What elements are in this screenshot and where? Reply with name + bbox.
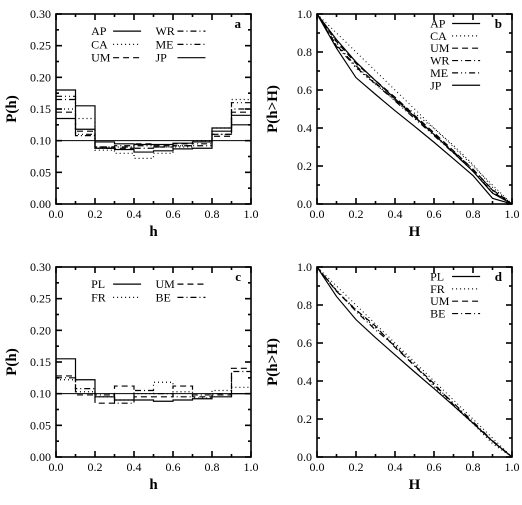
svg-text:0.15: 0.15 [30, 355, 51, 369]
svg-text:0.6: 0.6 [427, 207, 442, 221]
svg-text:0.4: 0.4 [297, 374, 312, 388]
svg-text:ME: ME [155, 37, 173, 51]
panel-b: 0.00.20.40.60.81.00.00.20.40.60.81.0HP(h… [261, 0, 522, 253]
svg-text:0.6: 0.6 [297, 83, 312, 97]
svg-text:0.00: 0.00 [30, 450, 51, 464]
svg-text:0.6: 0.6 [427, 460, 442, 474]
panel-d: 0.00.20.40.60.81.00.00.20.40.60.81.0HP(h… [261, 253, 522, 505]
svg-text:JP: JP [155, 51, 167, 65]
svg-text:0.8: 0.8 [466, 460, 481, 474]
panel-c: 0.00.20.40.60.81.00.000.050.100.150.200.… [0, 253, 261, 505]
svg-text:1.0: 1.0 [244, 207, 259, 221]
svg-text:0.4: 0.4 [388, 207, 403, 221]
svg-text:0.0: 0.0 [297, 450, 312, 464]
svg-text:H: H [409, 224, 421, 240]
svg-text:0.2: 0.2 [349, 207, 364, 221]
svg-text:FR: FR [91, 290, 106, 304]
svg-text:0.25: 0.25 [30, 291, 51, 305]
svg-text:0.6: 0.6 [166, 207, 181, 221]
svg-text:0.2: 0.2 [88, 207, 103, 221]
svg-text:0.15: 0.15 [30, 102, 51, 116]
svg-text:0.8: 0.8 [205, 207, 220, 221]
svg-text:0.00: 0.00 [30, 197, 51, 211]
svg-text:0.8: 0.8 [297, 45, 312, 59]
svg-text:0.05: 0.05 [30, 165, 51, 179]
svg-text:1.0: 1.0 [244, 460, 259, 474]
svg-text:1.0: 1.0 [505, 207, 520, 221]
svg-text:P(h): P(h) [4, 348, 20, 376]
svg-text:0.2: 0.2 [88, 460, 103, 474]
svg-text:1.0: 1.0 [297, 7, 312, 21]
svg-text:0.4: 0.4 [388, 460, 403, 474]
svg-text:0.2: 0.2 [349, 460, 364, 474]
svg-text:0.25: 0.25 [30, 39, 51, 53]
svg-text:P(h>H): P(h>H) [265, 85, 281, 133]
svg-text:0.8: 0.8 [297, 298, 312, 312]
svg-text:0.20: 0.20 [30, 323, 51, 337]
svg-text:UM: UM [155, 277, 175, 291]
svg-text:0.8: 0.8 [466, 207, 481, 221]
svg-text:0.4: 0.4 [127, 460, 142, 474]
svg-text:0.2: 0.2 [297, 412, 312, 426]
svg-text:0.8: 0.8 [205, 460, 220, 474]
svg-text:0.4: 0.4 [127, 207, 142, 221]
svg-text:0.05: 0.05 [30, 418, 51, 432]
svg-text:H: H [409, 477, 421, 493]
svg-text:0.6: 0.6 [166, 460, 181, 474]
svg-text:WR: WR [155, 24, 174, 38]
svg-text:c: c [235, 269, 241, 284]
svg-text:h: h [149, 224, 158, 240]
svg-text:P(h>H): P(h>H) [265, 338, 281, 386]
svg-text:CA: CA [91, 37, 108, 51]
svg-text:h: h [149, 477, 158, 493]
svg-text:BE: BE [155, 290, 170, 304]
svg-text:UM: UM [91, 51, 111, 65]
svg-text:P(h): P(h) [4, 95, 20, 123]
svg-text:JP: JP [430, 78, 442, 92]
svg-text:a: a [235, 16, 242, 31]
svg-text:0.30: 0.30 [30, 7, 51, 21]
svg-text:0.20: 0.20 [30, 70, 51, 84]
svg-text:d: d [495, 269, 503, 284]
svg-text:0.10: 0.10 [30, 134, 51, 148]
svg-text:1.0: 1.0 [505, 460, 520, 474]
svg-text:PL: PL [91, 277, 105, 291]
svg-text:0.30: 0.30 [30, 260, 51, 274]
svg-text:1.0: 1.0 [297, 260, 312, 274]
svg-text:0.6: 0.6 [297, 336, 312, 350]
svg-text:b: b [495, 16, 502, 31]
svg-text:BE: BE [430, 306, 445, 320]
svg-text:0.4: 0.4 [297, 121, 312, 135]
svg-text:0.10: 0.10 [30, 386, 51, 400]
chart-grid: 0.0 0.2 0.4 0.6 0.8 1.0 0.00 0.05 0.10 0.15 0.20 0.… [0, 0, 522, 505]
svg-text:0.2: 0.2 [297, 159, 312, 173]
panel-a: 0.00.20.40.60.81.00.000.050.100.150.200.… [0, 0, 261, 253]
svg-text:AP: AP [91, 24, 107, 38]
svg-text:0.0: 0.0 [297, 197, 312, 211]
